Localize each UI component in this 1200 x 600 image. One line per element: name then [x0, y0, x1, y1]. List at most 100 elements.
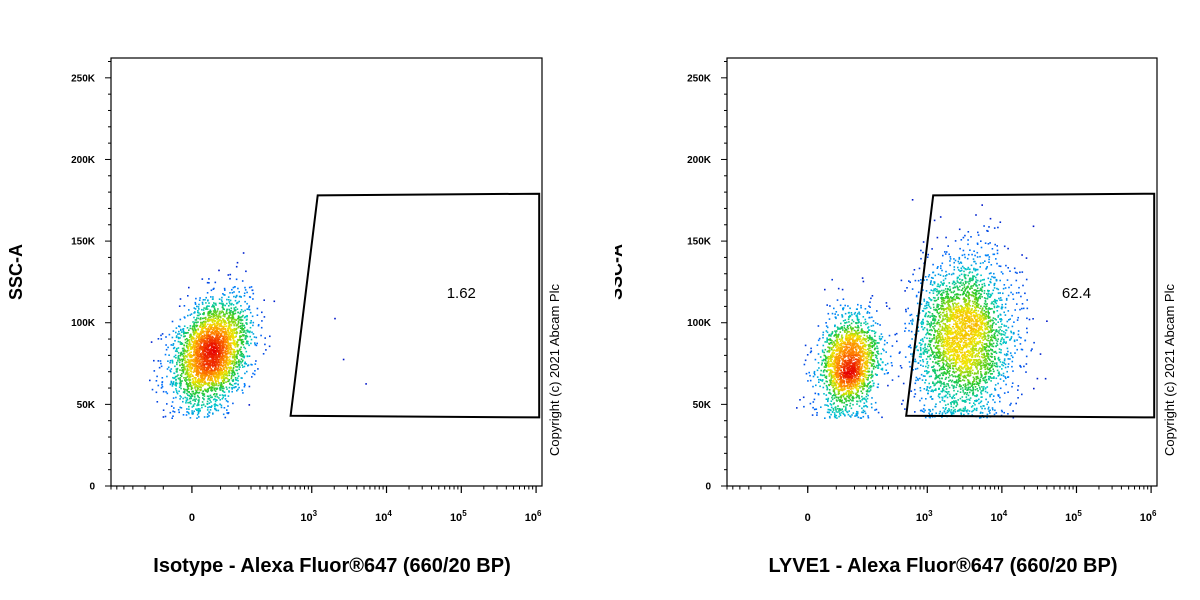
event-dot — [865, 323, 867, 326]
event-dot — [220, 324, 222, 327]
event-dot — [809, 402, 812, 405]
event-dot — [224, 347, 227, 349]
event-dot — [217, 340, 219, 342]
event-dot — [222, 318, 224, 320]
event-dot — [818, 367, 820, 369]
event-dot — [227, 362, 229, 364]
event-dot — [221, 385, 223, 388]
event-dot — [846, 343, 848, 346]
event-dot — [214, 358, 217, 360]
event-dot — [831, 411, 834, 413]
event-dot — [209, 311, 212, 314]
event-dot — [877, 360, 879, 362]
event-dot — [826, 350, 829, 353]
event-dot — [853, 341, 856, 343]
event-dot — [211, 340, 214, 343]
event-dot — [236, 308, 239, 310]
event-dot — [216, 328, 218, 331]
event-dot — [183, 355, 186, 358]
event-dot — [224, 330, 227, 333]
event-dot — [233, 286, 236, 288]
event-dot — [842, 360, 844, 363]
event-dot — [200, 383, 203, 385]
event-dot — [201, 338, 203, 341]
event-dot — [196, 372, 198, 375]
event-dot — [201, 348, 203, 351]
event-dot — [858, 405, 861, 407]
event-dot — [832, 362, 834, 364]
event-dot — [213, 398, 216, 400]
event-dot — [863, 355, 865, 358]
event-dot — [811, 414, 814, 416]
event-dot — [226, 336, 229, 338]
event-dot — [869, 389, 872, 391]
event-dot — [214, 400, 217, 403]
copyright-notice: Copyright (c) 2021 Abcam Plc — [547, 284, 562, 456]
event-dot — [226, 347, 229, 350]
event-dot — [212, 312, 214, 315]
event-dot — [238, 359, 240, 361]
event-dot — [214, 376, 216, 379]
event-dot — [195, 321, 197, 324]
event-dot — [197, 389, 199, 391]
event-dot — [189, 327, 192, 330]
event-dot — [207, 387, 210, 390]
event-dot — [229, 337, 232, 339]
event-dot — [211, 337, 213, 340]
event-dot — [211, 368, 213, 371]
event-dot — [202, 350, 204, 353]
event-dot — [829, 364, 832, 366]
event-dot — [190, 338, 192, 340]
event-dot — [196, 417, 198, 419]
event-dot — [191, 359, 193, 361]
event-dot — [205, 344, 208, 346]
event-dot — [825, 375, 828, 378]
event-dot — [197, 357, 200, 360]
gate-polygon[interactable] — [289, 192, 541, 419]
event-dot — [254, 370, 256, 372]
event-dot — [831, 398, 834, 401]
event-dot — [232, 286, 235, 289]
event-dot — [171, 385, 174, 387]
event-dot — [209, 339, 211, 341]
event-dot — [234, 321, 236, 323]
event-dot — [195, 385, 198, 387]
event-dot — [867, 394, 869, 397]
event-dot — [886, 342, 888, 344]
event-dot — [184, 350, 186, 353]
event-dot — [238, 295, 241, 298]
event-dot — [848, 363, 850, 366]
event-dot — [854, 370, 856, 373]
event-dot — [192, 329, 194, 332]
event-dot — [196, 404, 198, 407]
event-dot — [204, 390, 207, 392]
event-dot — [230, 323, 232, 326]
event-dot — [225, 331, 228, 334]
event-dot — [160, 334, 162, 337]
event-dot — [188, 372, 190, 374]
event-dot — [187, 365, 189, 368]
event-dot — [210, 333, 213, 335]
event-dot — [861, 395, 863, 398]
event-dot — [849, 405, 851, 407]
event-dot — [220, 329, 222, 332]
event-dot — [173, 407, 175, 409]
event-dot — [225, 386, 228, 388]
event-dot — [840, 382, 842, 385]
event-dot — [228, 358, 231, 361]
event-dot — [234, 377, 237, 379]
event-dot — [832, 375, 835, 378]
event-dot — [855, 350, 858, 352]
event-dot — [196, 361, 199, 363]
event-dot — [836, 407, 839, 410]
event-dot — [840, 381, 843, 383]
event-dot — [230, 342, 232, 344]
event-dot — [223, 343, 225, 345]
event-dot — [863, 385, 866, 387]
y-tick-label: 250K — [687, 73, 712, 84]
x-tick-base: 10 — [300, 512, 312, 524]
event-dot — [164, 353, 167, 356]
event-dot — [199, 347, 201, 349]
event-dot — [206, 403, 209, 405]
event-dot — [834, 364, 837, 367]
